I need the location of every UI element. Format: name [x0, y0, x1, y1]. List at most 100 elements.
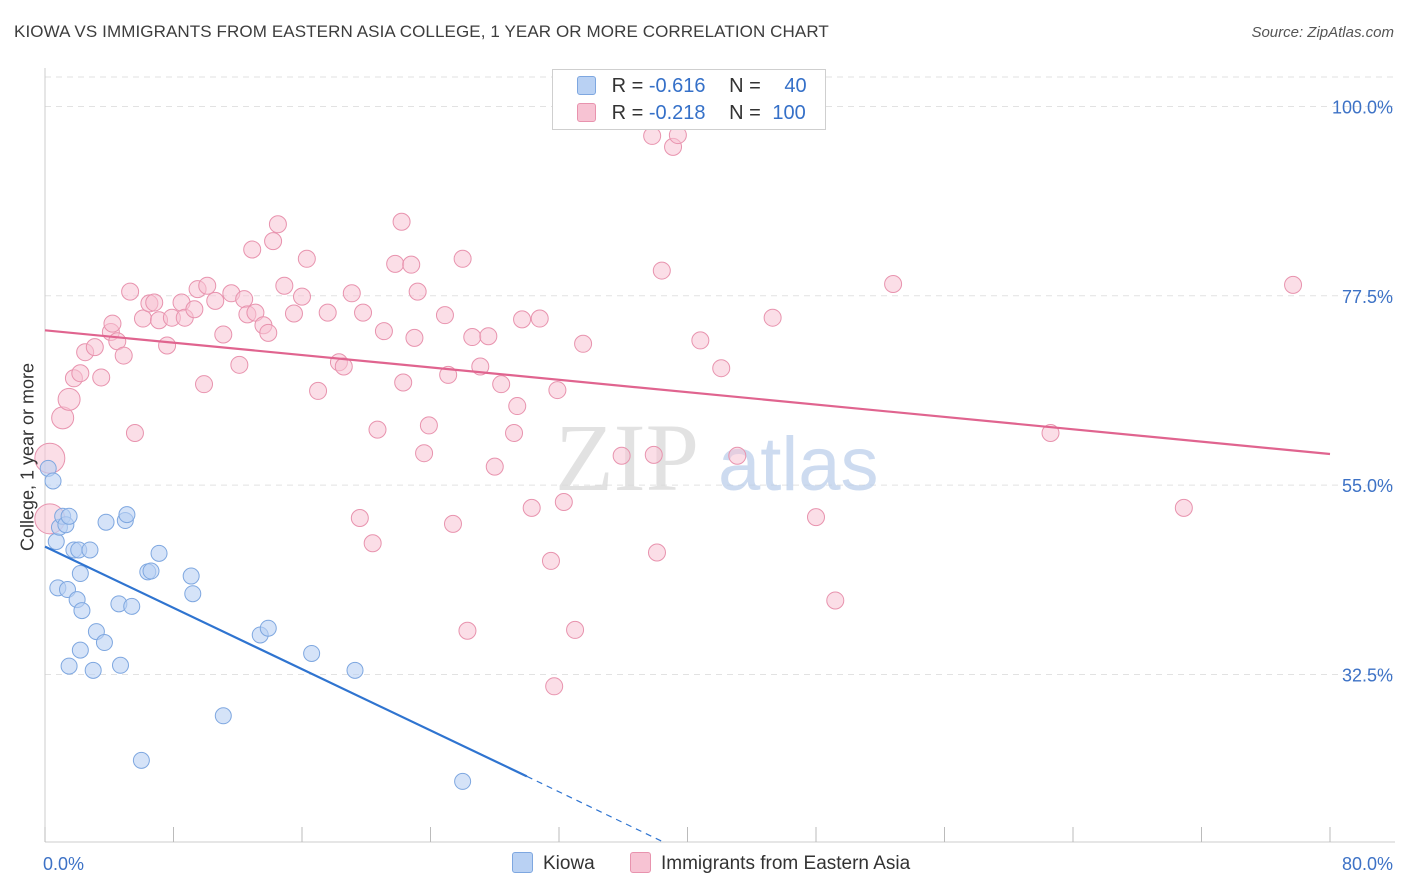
asia-point [402, 255, 421, 274]
asia-point [463, 328, 482, 347]
legend-n-value-kiowa: 40 [784, 75, 807, 97]
kiowa-point [97, 513, 115, 531]
asia-point [264, 232, 283, 251]
asia-point [195, 375, 214, 394]
asia-point [647, 543, 666, 562]
asia-point [505, 423, 524, 442]
asia-point [363, 534, 382, 553]
asia-point [439, 365, 458, 384]
asia-point [884, 275, 903, 294]
asia-point [826, 591, 845, 610]
y-tick-label: 100.0% [1332, 97, 1393, 117]
y-tick-label: 32.5% [1342, 666, 1393, 686]
asia-point [198, 276, 217, 295]
legend-n-label: N = [729, 102, 761, 124]
asia-point [394, 373, 413, 392]
asia-point [545, 677, 564, 696]
source-credit: Source: ZipAtlas.com [1251, 24, 1394, 41]
kiowa-point [60, 507, 78, 525]
asia-point [554, 493, 573, 511]
asia-point [479, 327, 498, 346]
asia-point [453, 249, 472, 268]
kiowa-point [132, 751, 150, 769]
kiowa-swatch [512, 852, 533, 873]
kiowa-point [60, 657, 78, 675]
bottom-legend-asia-label: Immigrants from Eastern Asia [661, 853, 911, 874]
asia-point [230, 355, 249, 374]
y-tick-label: 55.0% [1342, 476, 1393, 496]
asia-point [350, 508, 369, 527]
asia-point [318, 303, 337, 322]
legend-r-label: R = [611, 75, 644, 97]
asia-point [652, 261, 671, 280]
kiowa-point [259, 619, 277, 637]
kiowa-point [346, 661, 364, 679]
asia-point [85, 338, 104, 357]
asia-point [566, 620, 585, 639]
kiowa-point [81, 541, 99, 559]
kiowa-point [214, 707, 232, 725]
legend-r-value-asia: -0.218 [648, 102, 706, 124]
asia-point [386, 254, 405, 273]
bottom-legend: Kiowa Immigrants from Eastern Asia [0, 852, 1406, 878]
asia-point [185, 300, 204, 319]
kiowa-point [73, 602, 91, 620]
asia-point [284, 304, 303, 323]
kiowa-trend-extension [526, 775, 664, 843]
kiowa-point [47, 533, 65, 551]
x-tick-label-left: 0.0% [43, 854, 84, 874]
asia-point [121, 282, 140, 301]
kiowa-trend-line [44, 545, 528, 778]
series-asia-points [34, 126, 1303, 696]
asia-point [268, 215, 287, 234]
asia-point [485, 457, 504, 476]
watermark-atlas: atlas [718, 422, 879, 507]
asia-point [206, 291, 225, 310]
asia-point [763, 308, 782, 327]
asia-point [541, 551, 560, 570]
asia-point [57, 387, 81, 411]
asia-point [492, 375, 511, 394]
stats-legend: R = -0.616 N = 40 R = -0.218 N = 100 [552, 69, 826, 130]
bottom-legend-asia: Immigrants from Eastern Asia [630, 852, 910, 875]
chart-title: KIOWA VS IMMIGRANTS FROM EASTERN ASIA CO… [14, 22, 829, 41]
asia-point [522, 498, 541, 517]
asia-point [374, 322, 393, 341]
legend-row-asia: R = -0.218 N = 100 [577, 102, 806, 128]
asia-point [435, 306, 454, 325]
kiowa-point [303, 644, 321, 662]
asia-trend-line [44, 329, 1331, 456]
kiowa-point [182, 567, 200, 585]
asia-point [458, 621, 477, 640]
asia-point [243, 240, 262, 259]
asia-point [712, 359, 731, 378]
kiowa-point [142, 562, 160, 580]
kiowa-point [184, 585, 202, 603]
kiowa-point [118, 506, 136, 524]
kiowa-point [71, 641, 89, 659]
bottom-legend-kiowa: Kiowa [512, 852, 595, 875]
asia-point [145, 293, 164, 312]
asia-point [342, 284, 361, 303]
asia-point [259, 323, 278, 342]
legend-row-kiowa: R = -0.616 N = 40 [577, 75, 807, 101]
asia-point [513, 310, 532, 329]
watermark: ZIP atlas [555, 404, 879, 511]
asia-point [1284, 275, 1303, 294]
asia-point [612, 446, 631, 465]
asia-point [405, 328, 424, 347]
asia-point [354, 303, 373, 322]
legend-n-value-asia: 100 [772, 102, 806, 124]
kiowa-point [123, 597, 141, 615]
asia-point [415, 444, 434, 463]
x-tick-label-right: 80.0% [1342, 854, 1393, 874]
series-kiowa-points [39, 459, 472, 790]
legend-n-label: N = [729, 75, 761, 97]
asia-point [275, 276, 294, 295]
asia-point [158, 336, 177, 355]
asia-point [1041, 423, 1060, 442]
asia-point [214, 325, 233, 344]
kiowa-swatch [577, 76, 596, 95]
asia-point [728, 446, 747, 465]
